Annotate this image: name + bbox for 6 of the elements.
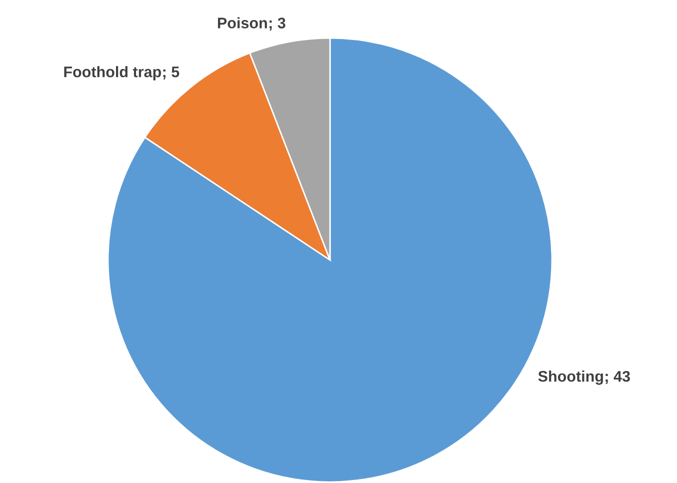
data-label: ; 5 — [163, 66, 180, 80]
data-label: ; 3 — [270, 18, 286, 31]
slice-label: Poison — [218, 17, 267, 28]
data-label: ; 43 — [606, 370, 630, 384]
slice-label: Foothold trap — [64, 66, 161, 80]
slice-label: Shooting — [538, 370, 603, 385]
